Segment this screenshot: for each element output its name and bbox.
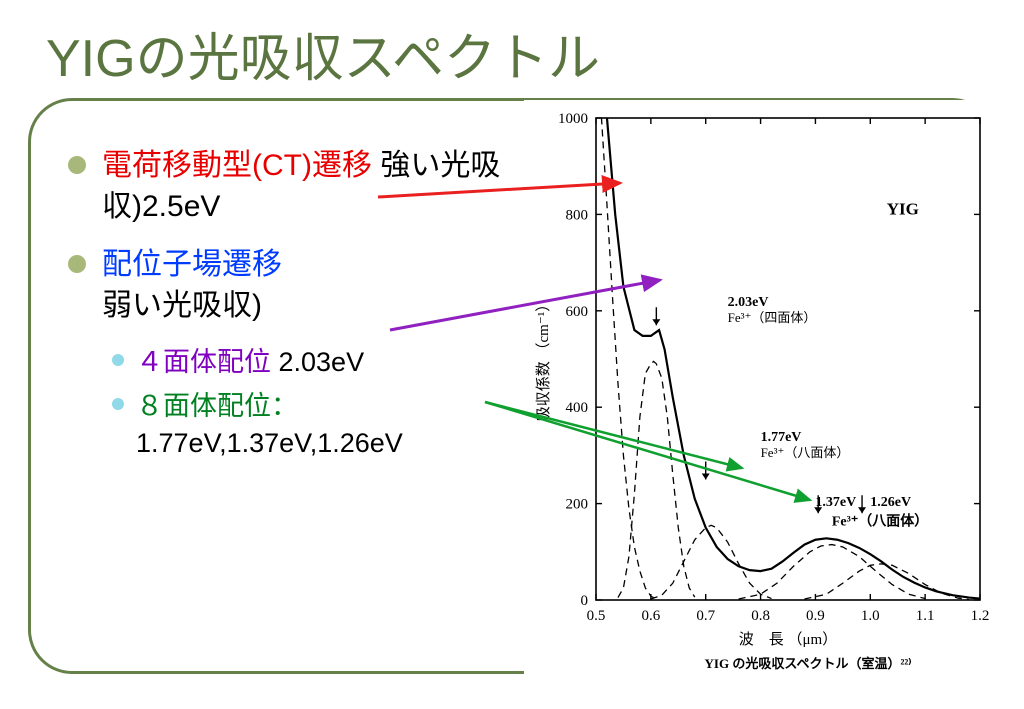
svg-text:0.7: 0.7 — [696, 608, 715, 624]
svg-text:1.37eV: 1.37eV — [815, 495, 856, 510]
svg-text:Fe³⁺（八面体）: Fe³⁺（八面体） — [761, 445, 850, 460]
svg-text:Fe³⁺（四面体）: Fe³⁺（四面体） — [728, 310, 817, 325]
svg-text:600: 600 — [566, 304, 589, 320]
bullet-ligand-field: 配位子場遷移 弱い光吸収) — [68, 245, 518, 326]
bullet-rest-text: 弱い光吸収) — [102, 289, 262, 322]
svg-text:0.9: 0.9 — [806, 608, 825, 624]
svg-text:Fe³⁺（八面体）: Fe³⁺（八面体） — [832, 512, 928, 529]
bullet-dot-icon — [112, 398, 124, 410]
svg-text:2.03eV: 2.03eV — [728, 295, 769, 310]
slide-title: YIGの光吸収スペクトル — [46, 16, 600, 91]
svg-text:1.0: 1.0 — [861, 608, 880, 624]
bullet-colored-text: 配位子場遷移 — [102, 248, 282, 281]
chart-svg: 0 200 400 600 800 1000 0.5 0.6 0.7 0.8 0.9 1.0 1.1 1.… — [524, 100, 1000, 690]
svg-text:400: 400 — [566, 400, 589, 416]
svg-text:0.5: 0.5 — [587, 608, 606, 624]
svg-text:0.6: 0.6 — [641, 608, 660, 624]
svg-text:0: 0 — [581, 593, 589, 609]
svg-text:波 長 （μm）: 波 長 （μm） — [739, 631, 837, 648]
bullet-list: 電荷移動型(CT)遷移 強い光吸収)2.5eV 配位子場遷移 弱い光吸収) ４面… — [68, 146, 518, 469]
bullet-colored-text: 電荷移動型(CT)遷移 — [102, 149, 372, 182]
svg-text:1.1: 1.1 — [916, 608, 935, 624]
bullet-rest-text: 1.77eV,1.37eV,1.26eV — [136, 428, 403, 458]
svg-text:YIG: YIG — [887, 199, 919, 218]
bullet-dot-icon — [68, 156, 86, 174]
bullet-dot-icon — [68, 255, 86, 273]
svg-text:吸収係数 （cm⁻¹）: 吸収係数 （cm⁻¹） — [535, 297, 552, 422]
absorption-chart: 0 200 400 600 800 1000 0.5 0.6 0.7 0.8 0.9 1.0 1.1 1.… — [524, 100, 1000, 690]
bullet-colored-text: ８面体配位： — [136, 391, 298, 421]
bullet-octahedral: ８面体配位： 1.77eV,1.37eV,1.26eV — [68, 388, 518, 461]
bullet-tetrahedral: ４面体配位 2.03eV — [68, 344, 518, 380]
bullet-rest-text: 2.03eV — [271, 347, 364, 377]
svg-text:800: 800 — [566, 207, 589, 223]
svg-text:200: 200 — [566, 497, 589, 513]
bullet-colored-text: ４面体配位 — [136, 347, 271, 377]
svg-text:1000: 1000 — [558, 111, 588, 127]
svg-text:1.26eV: 1.26eV — [870, 495, 911, 510]
svg-text:0.8: 0.8 — [751, 608, 770, 624]
svg-text:1.77eV: 1.77eV — [761, 430, 802, 445]
svg-text:YIG の光吸収スペクトル（室温）²²⁾: YIG の光吸収スペクトル（室温）²²⁾ — [705, 656, 912, 671]
svg-text:1.2: 1.2 — [971, 608, 990, 624]
bullet-dot-icon — [112, 354, 124, 366]
bullet-ct-transition: 電荷移動型(CT)遷移 強い光吸収)2.5eV — [68, 146, 518, 227]
